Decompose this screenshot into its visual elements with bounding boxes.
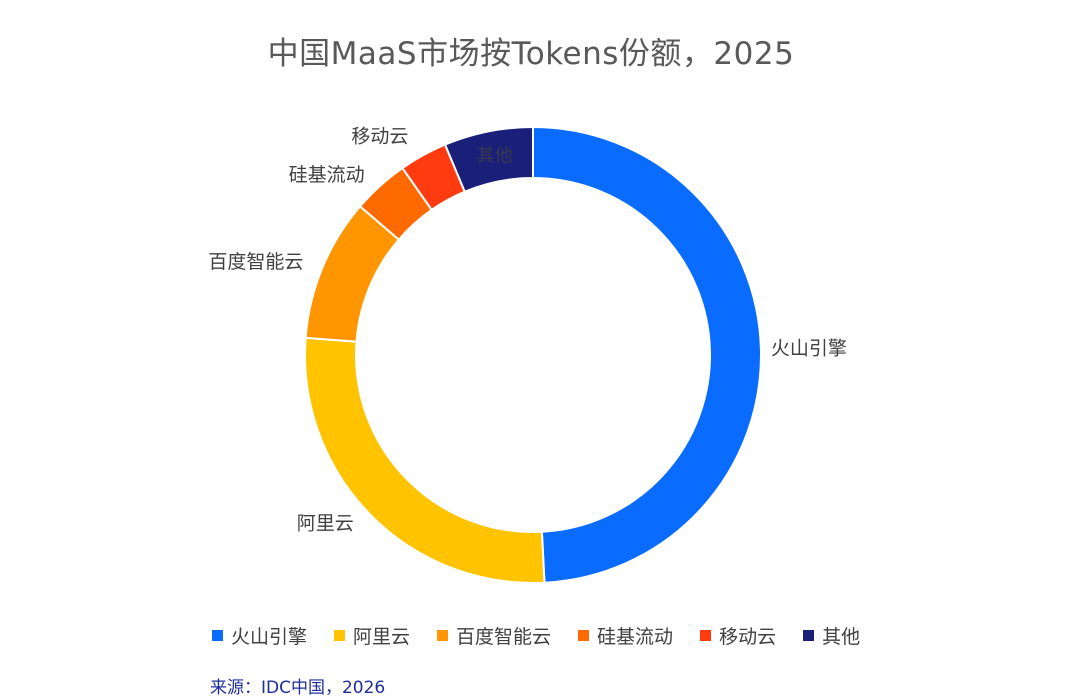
donut-slice-1	[532, 125, 762, 584]
slice-label-5: 移动云	[351, 125, 408, 147]
legend-swatch	[803, 630, 815, 641]
legend-label: 阿里云	[353, 626, 411, 648]
legend-swatch	[578, 630, 590, 641]
legend-item-6: 其他	[803, 622, 860, 649]
legend-label: 火山引擎	[231, 626, 308, 648]
legend-label: 移动云	[719, 626, 777, 648]
donut-slice-2	[304, 336, 546, 584]
legend-item-1: 火山引擎	[212, 622, 307, 649]
chart-title: 中国MaaS市场按Tokens份额，2025	[267, 36, 795, 72]
legend-item-3: 百度智能云	[437, 622, 551, 649]
legend-item-2: 阿里云	[334, 622, 410, 649]
legend-swatch	[700, 630, 712, 641]
legend-swatch	[437, 630, 449, 641]
slice-label-6: 其他	[477, 145, 513, 166]
donut-slices	[304, 125, 762, 584]
source-note: 来源：IDC中国，2026	[210, 678, 386, 698]
slice-label-3: 百度智能云	[208, 251, 303, 273]
legend-item-5: 移动云	[700, 622, 776, 649]
donut-slice-6	[443, 125, 534, 193]
legend-item-4: 硅基流动	[578, 622, 673, 649]
legend-swatch	[334, 630, 346, 641]
slice-label-2: 阿里云	[297, 512, 354, 534]
legend-label: 其他	[822, 626, 861, 648]
slice-label-4: 硅基流动	[289, 164, 365, 186]
legend-label: 百度智能云	[456, 626, 552, 648]
legend-swatch	[212, 630, 223, 641]
legend-label: 硅基流动	[597, 626, 674, 648]
slice-label-1: 火山引擎	[771, 338, 847, 360]
chart-legend: 火山引擎 阿里云 百度智能云 硅基流动 移动云 其他	[212, 622, 887, 649]
